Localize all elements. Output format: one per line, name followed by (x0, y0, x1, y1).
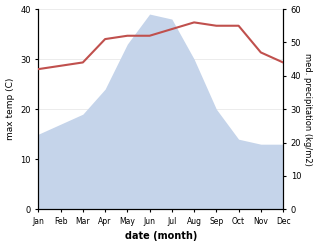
X-axis label: date (month): date (month) (125, 231, 197, 242)
Y-axis label: max temp (C): max temp (C) (5, 78, 15, 140)
Y-axis label: med. precipitation (kg/m2): med. precipitation (kg/m2) (303, 53, 313, 165)
